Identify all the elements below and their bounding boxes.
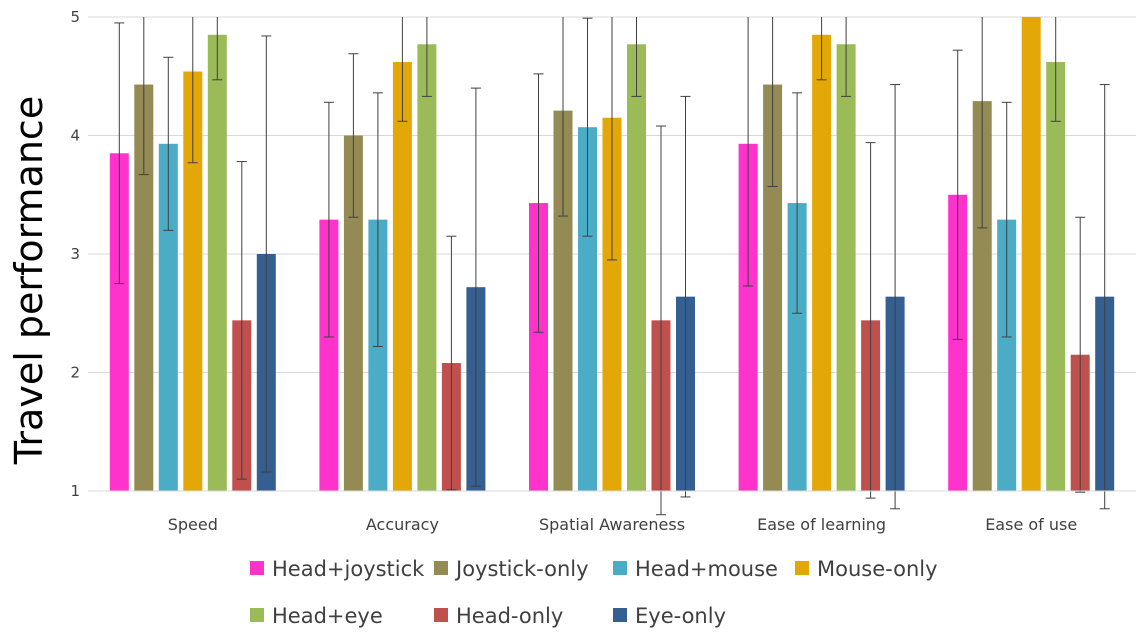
bar bbox=[787, 203, 807, 492]
legend-entry: Head-only bbox=[456, 604, 563, 628]
bar bbox=[417, 44, 437, 491]
legend-entry: Head+mouse bbox=[635, 557, 778, 581]
legend-swatch bbox=[613, 608, 627, 622]
bar bbox=[207, 34, 227, 492]
x-category-label: Ease of learning bbox=[757, 515, 886, 534]
y-tick-label: 1 bbox=[70, 482, 80, 500]
y-tick-label: 5 bbox=[70, 8, 80, 26]
bar bbox=[602, 117, 622, 491]
bar bbox=[578, 127, 597, 491]
legend-swatch bbox=[250, 561, 264, 575]
bar bbox=[997, 219, 1017, 491]
legend: Head+joystick Joystick-only Head+mouse Mous… bbox=[250, 557, 938, 628]
bar bbox=[529, 203, 548, 492]
legend-entry: Eye-only bbox=[635, 604, 726, 628]
bar bbox=[183, 71, 203, 491]
x-category-label: Spatial Awareness bbox=[539, 515, 685, 534]
x-category-label: Accuracy bbox=[366, 515, 439, 534]
x-category-label: Speed bbox=[168, 515, 218, 534]
bar bbox=[368, 219, 388, 491]
y-tick-label: 4 bbox=[70, 127, 80, 145]
y-axis-ticks: 1 2 3 4 5 bbox=[70, 8, 80, 500]
bar bbox=[836, 44, 856, 491]
bar bbox=[812, 34, 832, 492]
bar bbox=[1046, 62, 1066, 491]
bar bbox=[1021, 17, 1041, 491]
legend-entry: Mouse-only bbox=[817, 557, 938, 581]
legend-entry: Head+joystick bbox=[272, 557, 425, 581]
y-tick-label: 2 bbox=[70, 364, 80, 382]
bar bbox=[319, 219, 339, 491]
bar bbox=[948, 194, 968, 491]
legend-entry: Head+eye bbox=[272, 604, 383, 628]
legend-swatch bbox=[434, 561, 448, 575]
bar bbox=[553, 110, 573, 492]
bar bbox=[627, 44, 646, 491]
bar bbox=[343, 135, 363, 491]
x-axis-category-labels: Speed Accuracy Spatial Awareness Ease of le… bbox=[168, 515, 1077, 534]
bar bbox=[134, 84, 154, 492]
legend-swatch bbox=[795, 561, 809, 575]
y-axis-title: Travel performance bbox=[7, 96, 51, 465]
legend-entry: Joystick-only bbox=[454, 557, 589, 581]
y-tick-label: 3 bbox=[70, 245, 80, 263]
bar bbox=[972, 101, 992, 491]
bar bbox=[392, 62, 412, 491]
bar bbox=[738, 143, 758, 492]
legend-swatch bbox=[434, 608, 448, 622]
bar bbox=[109, 153, 129, 491]
error-bars bbox=[114, 17, 1110, 516]
legend-swatch bbox=[613, 561, 627, 575]
x-category-label: Ease of use bbox=[985, 515, 1077, 534]
legend-swatch bbox=[250, 608, 264, 622]
